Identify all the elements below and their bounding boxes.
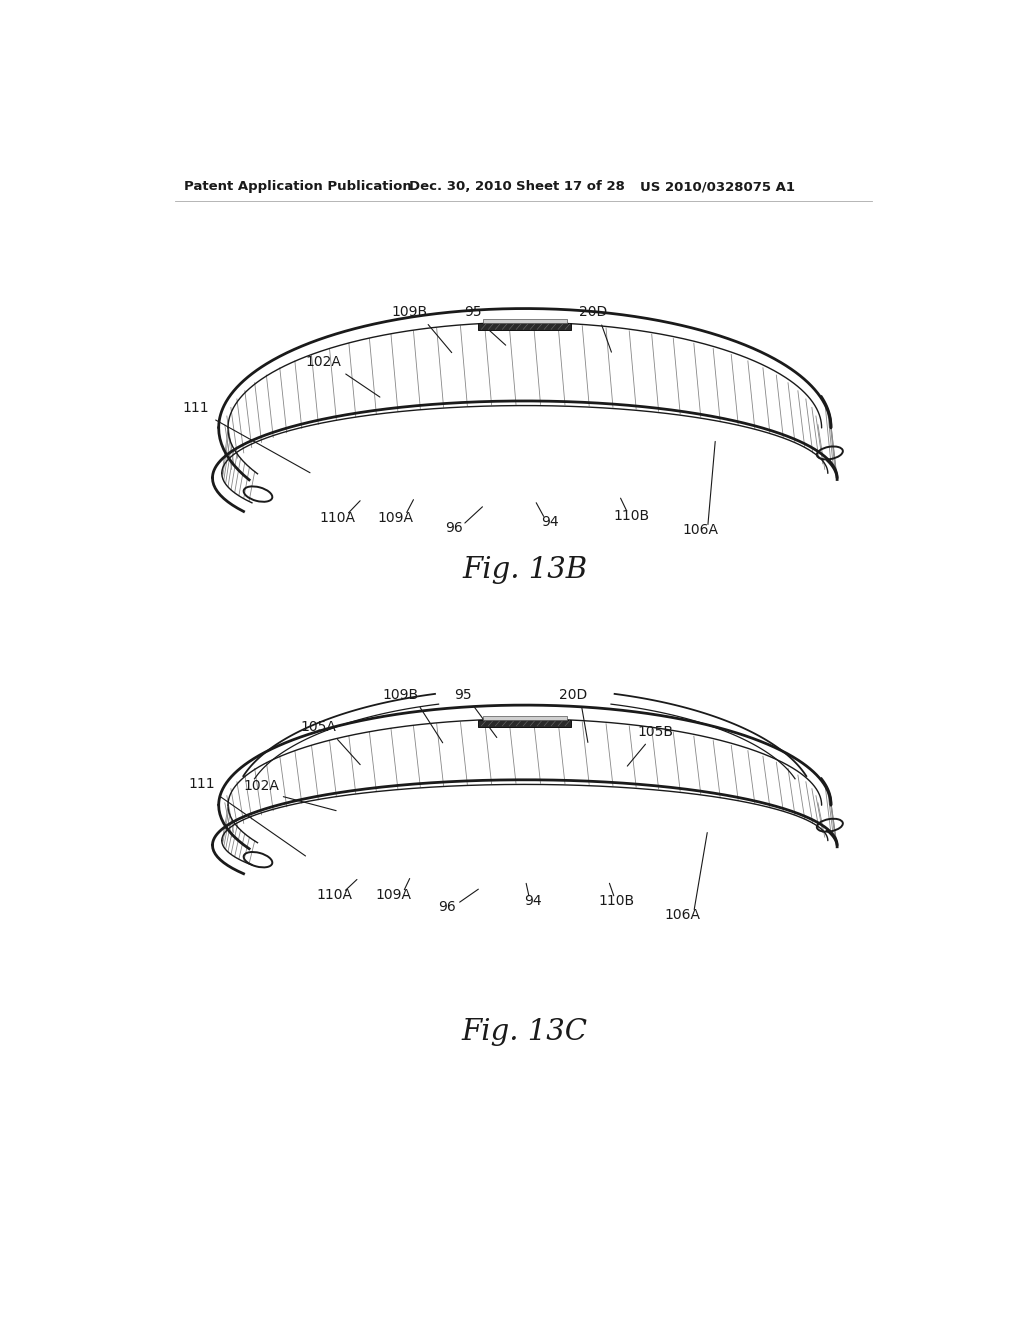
Text: 20D: 20D: [579, 305, 607, 319]
Bar: [483, 715, 566, 719]
Text: Fig. 13B: Fig. 13B: [462, 556, 588, 585]
Text: Patent Application Publication: Patent Application Publication: [183, 181, 412, 194]
Text: Fig. 13C: Fig. 13C: [462, 1018, 588, 1047]
Text: 110A: 110A: [316, 888, 352, 902]
Text: 109B: 109B: [383, 688, 419, 702]
Text: 96: 96: [438, 900, 456, 913]
Text: US 2010/0328075 A1: US 2010/0328075 A1: [640, 181, 795, 194]
Text: 102A: 102A: [244, 779, 280, 793]
Text: 102A: 102A: [305, 355, 341, 370]
Text: 20D: 20D: [559, 688, 588, 702]
Text: 96: 96: [444, 521, 463, 535]
Text: 109A: 109A: [378, 511, 414, 525]
Text: 106A: 106A: [682, 523, 718, 537]
Text: 111: 111: [188, 777, 215, 791]
Text: 109A: 109A: [375, 888, 411, 902]
Text: 106A: 106A: [665, 908, 700, 923]
Text: 95: 95: [464, 305, 481, 319]
Text: 110B: 110B: [598, 895, 634, 908]
Bar: [483, 319, 566, 323]
Bar: [478, 323, 571, 330]
Text: Dec. 30, 2010: Dec. 30, 2010: [409, 181, 511, 194]
Text: 95: 95: [454, 688, 472, 702]
Text: Sheet 17 of 28: Sheet 17 of 28: [515, 181, 625, 194]
Text: 94: 94: [523, 895, 542, 908]
Text: 110B: 110B: [613, 510, 650, 523]
Bar: [478, 719, 571, 726]
Text: 110A: 110A: [319, 511, 355, 525]
Text: 111: 111: [183, 401, 210, 416]
Text: 94: 94: [542, 515, 559, 529]
Text: 109B: 109B: [391, 305, 427, 319]
Text: 105A: 105A: [300, 721, 336, 734]
Text: 105B: 105B: [637, 725, 673, 739]
